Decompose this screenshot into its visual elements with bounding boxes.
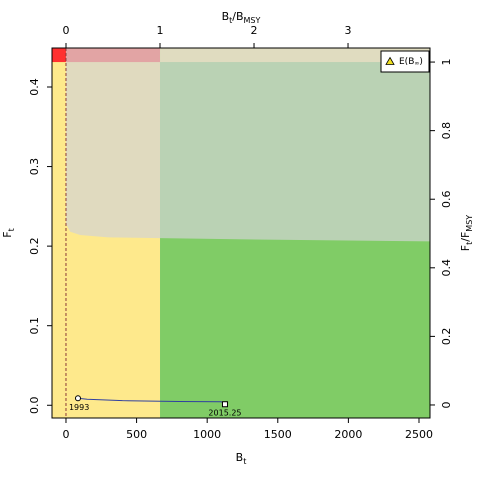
legend-box [380, 50, 430, 73]
y2-axis-title-part: MSY [465, 215, 474, 232]
y-tick-label: 0.2 [28, 237, 41, 255]
x2-axis-title-part: MSY [244, 16, 261, 25]
y2-tick-label: 0.6 [440, 190, 453, 208]
point-label: 2015.25 [208, 409, 241, 418]
x2-tick-label: 1 [157, 24, 164, 37]
x2-axis-title: Bt/BMSY [222, 10, 261, 25]
x-tick-label: 2000 [334, 428, 362, 441]
y2-tick-label: 0.4 [440, 259, 453, 277]
x-tick-label: 2500 [405, 428, 433, 441]
region-red [52, 48, 66, 63]
y2-tick-label: 1 [440, 59, 453, 66]
x2-tick-label: 0 [63, 24, 70, 37]
y2-tick-label: 0.8 [440, 122, 453, 140]
plot-frame [51, 47, 431, 419]
x-tick-label: 0 [62, 428, 69, 441]
y2-axis-title: Ft/FMSY [459, 215, 474, 251]
x-tick-label: 1500 [264, 428, 292, 441]
region-pink [65, 48, 161, 63]
x-axis-title-part: B [236, 451, 244, 464]
region-top-right [160, 48, 430, 63]
trajectory [77, 397, 226, 405]
y2-axis-title-part: t [465, 242, 474, 245]
legend-label: E(B∞) [399, 57, 423, 67]
y2-axis-title-part: /F [459, 232, 472, 242]
y2-tick-label: 0.2 [440, 328, 453, 346]
x-axis-title: Bt [236, 451, 247, 466]
y2-axis-title-part: F [459, 245, 472, 251]
y-tick-label: 0.3 [28, 158, 41, 176]
y-tick-label: 0.1 [28, 317, 41, 335]
x-tick-label: 1000 [193, 428, 221, 441]
y-axis-title-part: F [1, 231, 14, 237]
boundary-region [65, 62, 161, 239]
y2-tick-label: 0 [440, 401, 453, 408]
point-label: 1993 [69, 403, 89, 412]
legend-symbol [385, 56, 395, 65]
x-tick-label: 500 [126, 428, 147, 441]
y-tick-label: 0.4 [28, 78, 41, 96]
end-point [221, 401, 228, 408]
legend-part: ∞ [414, 60, 419, 67]
boundary-region [160, 62, 430, 242]
x2-axis-title-part: /B [232, 10, 243, 23]
y-axis-title: Ft [1, 228, 16, 237]
x2-axis-title-part: B [222, 10, 230, 23]
start-point [74, 395, 81, 402]
legend-part: ) [419, 57, 423, 67]
x2-axis-title-part: t [229, 16, 232, 25]
y-tick-label: 0.0 [28, 397, 41, 415]
legend-part: E(B [399, 57, 414, 67]
x-axis-title-part: t [243, 457, 246, 466]
x2-tick-label: 3 [345, 24, 352, 37]
x2-tick-label: 2 [251, 24, 258, 37]
y-axis-title-part: t [7, 228, 16, 231]
